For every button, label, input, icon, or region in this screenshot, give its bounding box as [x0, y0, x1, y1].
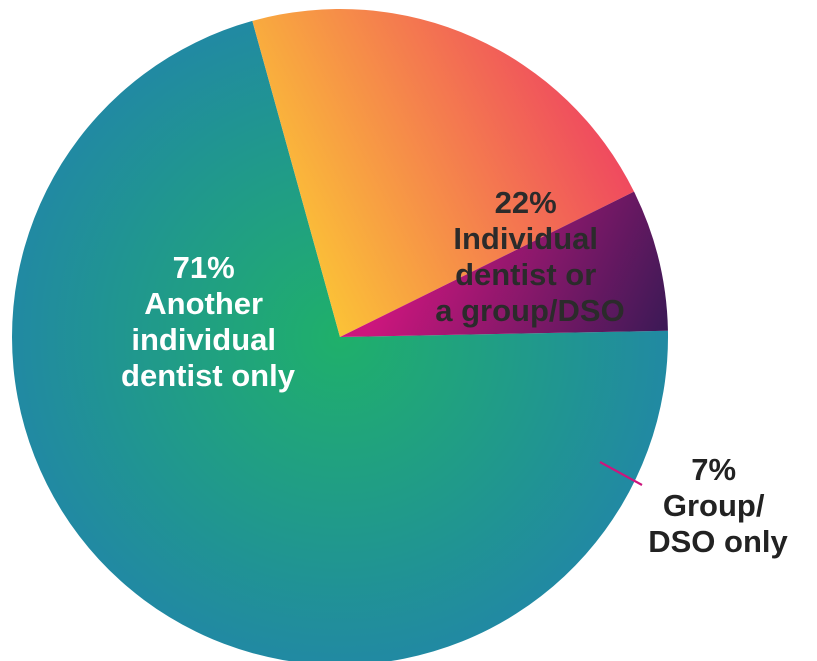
slice-label-line: Another — [144, 286, 263, 321]
slice-label-line: Individual — [453, 221, 598, 256]
slice-label-pct: 7% — [691, 452, 736, 487]
slice-label-pct: 22% — [495, 185, 557, 220]
slice-label-pct: 71% — [173, 250, 235, 285]
slice-label-group-dso-only: 7% Group/ DSO only — [648, 452, 788, 559]
slice-label-line: DSO only — [648, 524, 788, 559]
slice-label-line: individual — [131, 322, 276, 357]
slice-label-line: Group/ — [663, 488, 765, 523]
slice-label-line: a group/DSO — [435, 293, 624, 328]
slice-label-line: dentist only — [121, 358, 296, 393]
slice-label-line: dentist or — [455, 257, 596, 292]
